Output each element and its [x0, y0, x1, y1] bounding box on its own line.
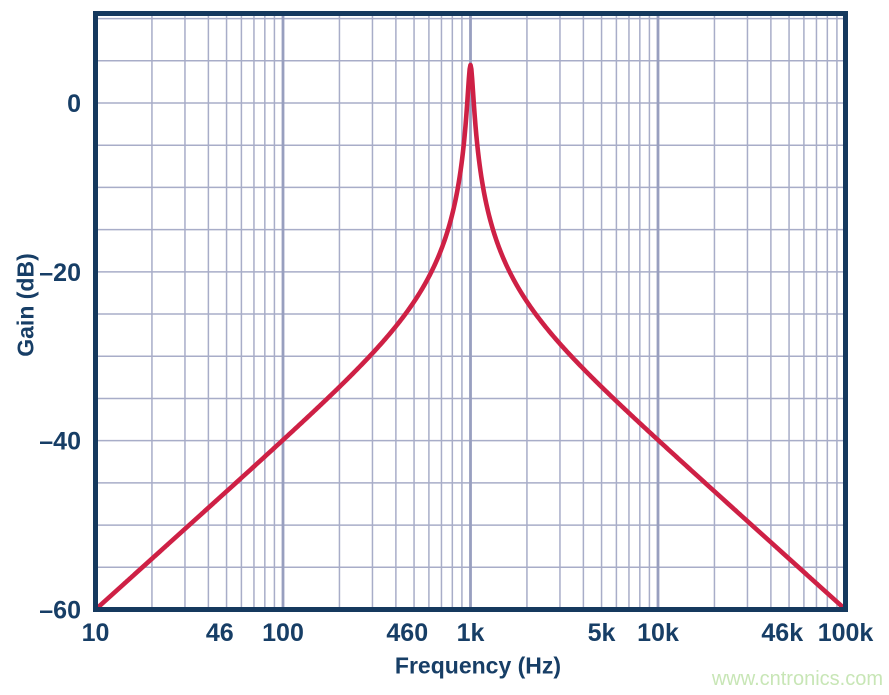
- y-tick-label: –20: [39, 259, 81, 287]
- y-tick-label: –60: [39, 597, 81, 625]
- x-tick-label: 10k: [637, 619, 679, 647]
- x-tick-label: 100k: [818, 619, 874, 647]
- x-tick-label: 1k: [457, 619, 485, 647]
- y-tick-label: –40: [39, 428, 81, 456]
- x-tick-label: 5k: [588, 619, 616, 647]
- gain-curve: [94, 62, 847, 612]
- x-tick-label: 46k: [761, 619, 803, 647]
- x-tick-label: 10: [82, 619, 110, 647]
- x-tick-label: 460: [386, 619, 428, 647]
- watermark-text: www.cntronics.com: [711, 668, 883, 690]
- y-tick-label: 0: [67, 90, 81, 118]
- x-axis-title: Frequency (Hz): [394, 652, 562, 679]
- x-tick-label: 46: [206, 619, 234, 647]
- x-tick-label: 100: [262, 619, 304, 647]
- y-axis-title: Gain (dB): [12, 253, 39, 357]
- plot-frame: [93, 11, 848, 612]
